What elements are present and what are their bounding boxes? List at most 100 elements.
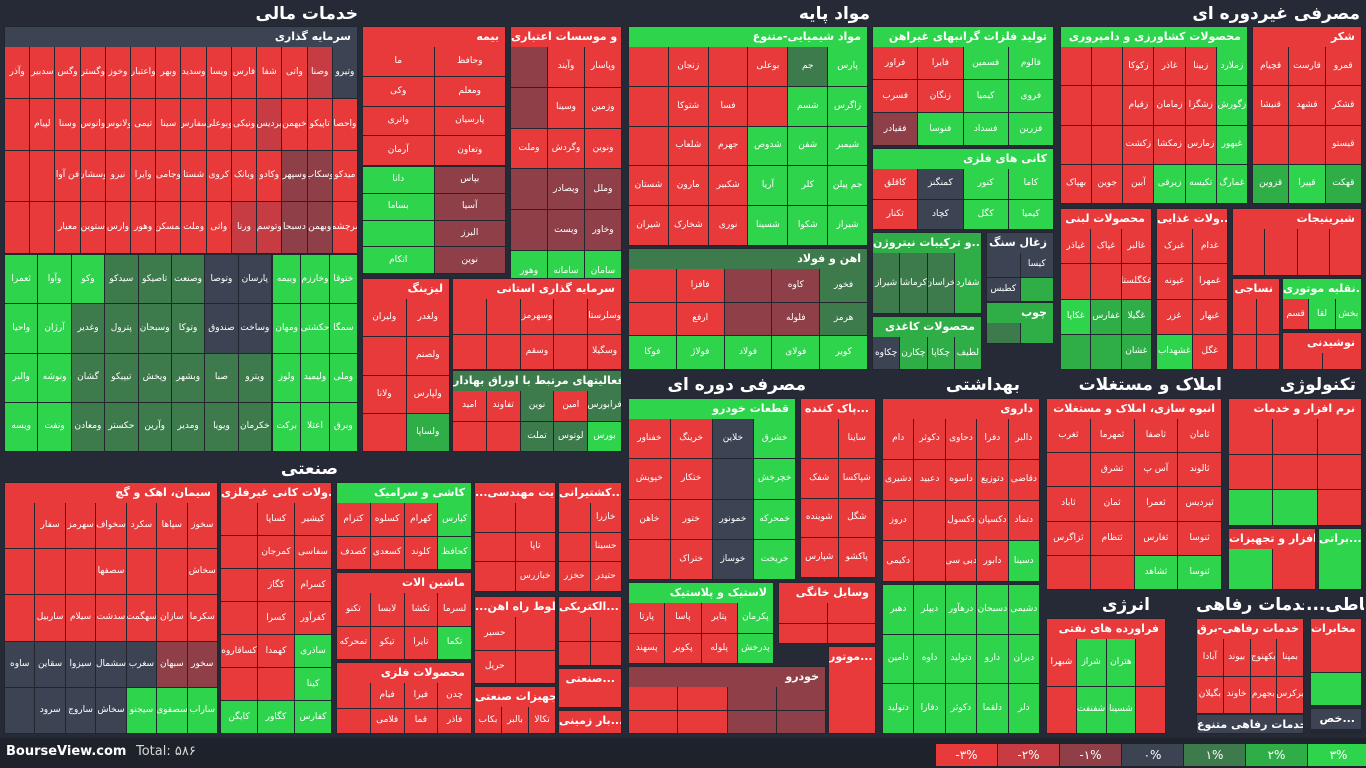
stock-tile[interactable]: دام bbox=[883, 419, 914, 459]
stock-tile[interactable]: سپاها bbox=[157, 503, 187, 549]
stock-tile[interactable] bbox=[337, 708, 370, 733]
industry-group-header[interactable]: خص... bbox=[1311, 709, 1361, 730]
stock-tile[interactable]: اعتلا bbox=[301, 402, 329, 451]
stock-tile[interactable] bbox=[1020, 323, 1053, 343]
stock-tile[interactable]: دتولید bbox=[945, 634, 977, 684]
stock-tile[interactable]: فاذر bbox=[438, 708, 471, 733]
industry-group-header[interactable]: چوب bbox=[987, 303, 1053, 324]
stock-tile[interactable]: شگل bbox=[838, 498, 875, 538]
stock-tile[interactable]: ویترو bbox=[238, 353, 271, 402]
stock-tile[interactable]: دتولید bbox=[883, 684, 914, 733]
stock-tile[interactable] bbox=[486, 334, 520, 369]
legend-item-plus-3[interactable]: ۳% bbox=[1308, 744, 1366, 766]
stock-tile[interactable]: خراسان bbox=[927, 253, 954, 313]
stock-tile[interactable]: کیمیا bbox=[1008, 199, 1053, 229]
stock-tile[interactable]: زملارد bbox=[1216, 47, 1247, 86]
stock-tile[interactable]: شفن bbox=[788, 126, 828, 166]
stock-tile[interactable] bbox=[590, 641, 621, 665]
stock-tile[interactable]: حکستر bbox=[105, 402, 138, 451]
stock-tile[interactable]: اتکام bbox=[363, 247, 434, 273]
industry-group[interactable]: کشتیرانی... خازرا حسینا حتیدر حخزر bbox=[558, 482, 622, 592]
industry-group[interactable]: و موسسات اعتباری ... وپاسار وآیند وزمین وسین… bbox=[510, 26, 622, 292]
stock-tile[interactable]: شکوا bbox=[788, 206, 828, 245]
stock-tile[interactable]: حکشتی bbox=[301, 304, 329, 353]
stock-tile[interactable]: برکرس bbox=[1277, 676, 1303, 713]
industry-group[interactable]: محصولات لبنی غالبر غپاک غیاذر غکگلستا غگیلا غف… bbox=[1060, 208, 1152, 370]
stock-tile[interactable] bbox=[126, 549, 157, 595]
stock-tile[interactable]: سیجنو bbox=[126, 687, 157, 733]
stock-tile[interactable]: وسهرمز bbox=[520, 299, 554, 334]
stock-tile[interactable]: خبازرس bbox=[515, 562, 555, 591]
stock-tile[interactable]: تیپیکو bbox=[105, 353, 138, 402]
stock-tile[interactable]: کسرام bbox=[295, 569, 331, 601]
stock-tile[interactable]: قسم bbox=[1283, 299, 1309, 329]
stock-tile[interactable]: غگیلا bbox=[1121, 299, 1151, 334]
stock-tile[interactable]: فافزا bbox=[676, 269, 724, 302]
stock-tile[interactable] bbox=[1091, 334, 1121, 369]
stock-tile[interactable]: حتیدر bbox=[590, 562, 621, 591]
stock-tile[interactable] bbox=[708, 47, 748, 86]
stock-tile[interactable]: وسگیلا bbox=[588, 334, 621, 369]
stock-tile[interactable] bbox=[776, 710, 825, 733]
stock-tile[interactable]: فیام bbox=[370, 683, 404, 708]
stock-tile[interactable]: لپیام bbox=[30, 98, 55, 150]
stock-tile[interactable]: نوری bbox=[708, 206, 748, 245]
stock-tile[interactable] bbox=[1061, 125, 1092, 164]
stock-tile[interactable]: ستوین bbox=[80, 202, 105, 253]
legend-item-plus-2[interactable]: ۲% bbox=[1246, 744, 1308, 766]
stock-tile[interactable]: زمارس bbox=[1185, 125, 1216, 164]
industry-group[interactable]: نساجی bbox=[1232, 278, 1280, 370]
stock-tile[interactable]: دالبر bbox=[1008, 419, 1039, 459]
stock-tile[interactable]: ثعمرا bbox=[5, 255, 38, 304]
industry-group[interactable]: انبوه سازی، املاک و مستغلات ثامان ثاصفا ثمه… bbox=[1046, 398, 1222, 590]
stock-tile[interactable]: ثاباد bbox=[1047, 487, 1090, 521]
stock-tile[interactable] bbox=[827, 623, 875, 643]
stock-tile[interactable]: غدام bbox=[1192, 229, 1227, 264]
industry-group[interactable]: سرمایه گذاری وتیرو وصنا واتی شفا فارس ویسا وسدی… bbox=[4, 26, 358, 254]
stock-tile[interactable]: سکرد bbox=[126, 503, 157, 549]
stock-tile[interactable]: مارون bbox=[668, 166, 708, 206]
stock-tile[interactable]: وحافظ bbox=[434, 47, 505, 76]
stock-tile[interactable]: سهرمز bbox=[65, 503, 96, 549]
stock-tile[interactable]: سدبیر bbox=[30, 47, 55, 98]
stock-tile[interactable]: وبهر bbox=[156, 47, 181, 98]
stock-tile[interactable]: ساراب bbox=[187, 687, 217, 733]
stock-tile[interactable]: واتی bbox=[206, 202, 231, 253]
stock-tile[interactable]: بمپنا bbox=[1277, 639, 1303, 676]
stock-tile[interactable] bbox=[515, 650, 555, 683]
stock-tile[interactable]: صبا bbox=[205, 353, 238, 402]
stock-tile[interactable] bbox=[511, 87, 547, 128]
industry-group[interactable]: سرمایه گذاری استانی وسلرستا وسهرمز وسگیلا وس… bbox=[452, 278, 622, 370]
industry-group-header[interactable]: خودرو bbox=[629, 667, 825, 688]
stock-tile[interactable]: دلر bbox=[1008, 684, 1039, 733]
legend-item-plus-1[interactable]: ۱% bbox=[1184, 744, 1246, 766]
stock-tile[interactable] bbox=[221, 503, 257, 535]
stock-tile[interactable]: وانوس bbox=[80, 98, 105, 150]
stock-tile[interactable]: سبهان bbox=[157, 641, 187, 687]
stock-tile[interactable]: زقیام bbox=[1123, 86, 1154, 125]
stock-tile[interactable] bbox=[1317, 454, 1361, 490]
stock-tile[interactable]: خوساز bbox=[712, 539, 754, 579]
stock-tile[interactable]: شسینا bbox=[1106, 686, 1136, 733]
stock-tile[interactable]: دیپلر bbox=[914, 585, 945, 634]
stock-tile[interactable] bbox=[779, 623, 827, 643]
stock-tile[interactable]: شفنفت bbox=[1076, 686, 1106, 733]
stock-tile[interactable]: تکیسه bbox=[1185, 164, 1216, 203]
stock-tile[interactable]: وآرین bbox=[138, 402, 171, 451]
stock-tile[interactable]: ثعمرا bbox=[1134, 487, 1178, 521]
stock-tile[interactable]: جم bbox=[788, 47, 828, 86]
stock-tile[interactable]: غشهداب bbox=[1157, 334, 1192, 369]
stock-tile[interactable]: ساینا bbox=[838, 419, 875, 458]
stock-tile[interactable]: وهور bbox=[131, 202, 156, 253]
stock-tile[interactable] bbox=[363, 220, 434, 247]
stock-tile[interactable]: کسلوه bbox=[370, 503, 404, 536]
stock-tile[interactable]: خریخت bbox=[754, 539, 795, 579]
stock-tile[interactable]: ختوقا bbox=[329, 255, 357, 304]
stock-tile[interactable] bbox=[559, 731, 621, 733]
stock-tile[interactable]: آبادا bbox=[1197, 639, 1223, 676]
stock-tile[interactable]: کاقلق bbox=[873, 169, 918, 199]
stock-tile[interactable]: سیزوا bbox=[65, 641, 96, 687]
industry-group-header[interactable]: مواد شیمیایی-متنوع bbox=[629, 27, 867, 48]
stock-tile[interactable]: چکاوه bbox=[873, 337, 900, 369]
stock-tile[interactable]: ولیمید bbox=[301, 353, 329, 402]
